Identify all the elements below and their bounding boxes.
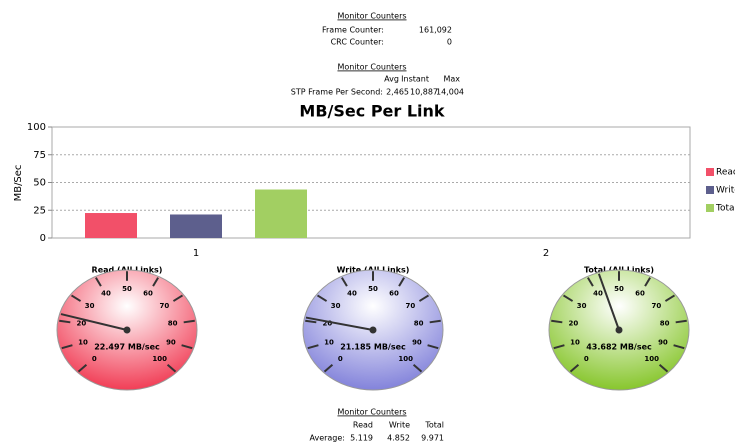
gauge-value-label: 21.185 MB/sec bbox=[340, 343, 406, 352]
y-tick-label: 75 bbox=[33, 150, 46, 161]
counter-value: 161,092 bbox=[419, 26, 452, 35]
counter-label: CRC Counter: bbox=[331, 38, 384, 47]
counter-value: 5.119 bbox=[350, 434, 373, 443]
y-tick-label: 100 bbox=[27, 122, 46, 133]
gauge-tick-label: 10 bbox=[78, 339, 88, 347]
counter-title: Monitor Counters bbox=[337, 63, 406, 72]
gauge-tick-label: 20 bbox=[568, 320, 578, 328]
gauge-tick-label: 30 bbox=[577, 302, 587, 310]
counter-value: 4.852 bbox=[387, 434, 410, 443]
gauge-tick-label: 30 bbox=[85, 302, 95, 310]
legend-swatch bbox=[706, 204, 714, 212]
gauge-tick-label: 90 bbox=[166, 339, 176, 347]
gauge-hub bbox=[616, 327, 623, 334]
gauge-tick-label: 60 bbox=[143, 290, 153, 298]
row-label: Average: bbox=[309, 434, 345, 443]
row-label: STP Frame Per Second: bbox=[291, 88, 383, 97]
column-header: Instant bbox=[401, 75, 429, 84]
gauge-tick-label: 50 bbox=[122, 285, 132, 293]
counter-value: 14,004 bbox=[436, 88, 464, 97]
gauge-tick-label: 80 bbox=[168, 320, 178, 328]
y-axis-label: MB/Sec bbox=[13, 165, 24, 202]
bar bbox=[255, 190, 307, 238]
gauge-tick-label: 50 bbox=[368, 285, 378, 293]
gauge-tick-label: 0 bbox=[584, 355, 589, 363]
gauge-tick-label: 90 bbox=[412, 339, 422, 347]
y-tick-label: 50 bbox=[33, 178, 46, 189]
gauge-tick-label: 80 bbox=[660, 320, 670, 328]
gauge-tick-label: 80 bbox=[414, 320, 424, 328]
gauge-tick-label: 10 bbox=[570, 339, 580, 347]
bar bbox=[170, 214, 222, 238]
gauge-tick-label: 0 bbox=[92, 355, 97, 363]
gauge-hub bbox=[370, 327, 377, 334]
x-tick-label: 1 bbox=[193, 248, 199, 259]
counter-label: Frame Counter: bbox=[322, 26, 384, 35]
y-tick-label: 25 bbox=[33, 205, 46, 216]
gauge-hub bbox=[124, 327, 131, 334]
counter-value: 0 bbox=[447, 38, 452, 47]
gauge-tick-label: 30 bbox=[331, 302, 341, 310]
column-header: Read bbox=[353, 421, 373, 430]
legend-label: Read bbox=[716, 168, 735, 178]
y-tick-label: 0 bbox=[40, 233, 46, 244]
gauge-tick-label: 60 bbox=[389, 290, 399, 298]
counter-title: Monitor Counters bbox=[337, 12, 406, 21]
gauge-tick-label: 40 bbox=[347, 290, 357, 298]
gauge-tick-label: 40 bbox=[101, 290, 111, 298]
plot-area bbox=[52, 127, 690, 238]
gauge-tick-label: 90 bbox=[658, 339, 668, 347]
gauge-tick-label: 100 bbox=[644, 355, 659, 363]
gauge-tick-label: 70 bbox=[406, 302, 416, 310]
legend-label: Total bbox=[715, 204, 735, 214]
page: Monitor Counters Monitor Counters STP Fr… bbox=[0, 0, 735, 445]
gauge-tick-label: 100 bbox=[398, 355, 413, 363]
bar bbox=[85, 213, 137, 238]
column-header: Write bbox=[389, 421, 410, 430]
counter-value: 9.971 bbox=[421, 434, 444, 443]
gauge-tick-label: 70 bbox=[652, 302, 662, 310]
gauge-value-label: 43.682 MB/sec bbox=[586, 343, 652, 352]
gauge-value-label: 22.497 MB/sec bbox=[94, 343, 160, 352]
column-header: Avg bbox=[384, 75, 399, 84]
counter-value: 2,465 bbox=[386, 88, 409, 97]
counter-value: 10,887 bbox=[410, 88, 438, 97]
gauge-tick-label: 70 bbox=[160, 302, 170, 310]
chart-title: MB/Sec Per Link bbox=[299, 102, 445, 121]
gauge-tick-label: 100 bbox=[152, 355, 167, 363]
column-header: Total bbox=[424, 421, 444, 430]
gauge-tick-label: 40 bbox=[593, 290, 603, 298]
column-header: Max bbox=[443, 75, 460, 84]
gauge-tick-label: 10 bbox=[324, 339, 334, 347]
legend-label: Write bbox=[716, 186, 735, 196]
x-tick-label: 2 bbox=[543, 248, 549, 259]
gauge-tick-label: 0 bbox=[338, 355, 343, 363]
counter-title: Monitor Counters bbox=[337, 408, 406, 417]
gauge-tick-label: 50 bbox=[614, 285, 624, 293]
legend-swatch bbox=[706, 168, 714, 176]
legend-swatch bbox=[706, 186, 714, 194]
gauge-tick-label: 60 bbox=[635, 290, 645, 298]
